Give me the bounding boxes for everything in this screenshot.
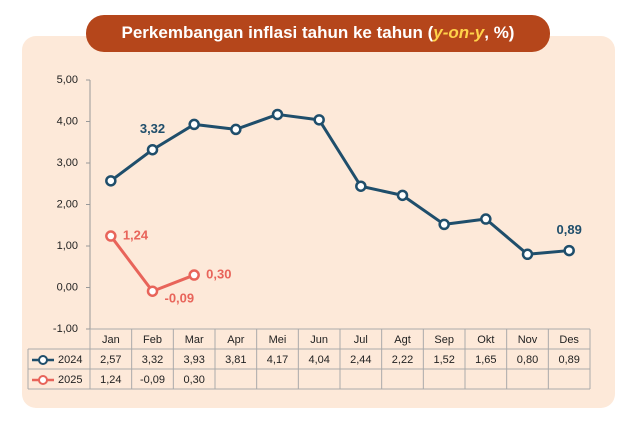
point: [188, 118, 200, 131]
table-cell: 3,81: [225, 354, 246, 366]
y-tick-label: 2,00: [57, 198, 78, 210]
title-pill: [86, 15, 550, 52]
data-label: 0,30: [206, 266, 231, 281]
table-cell: 0,89: [558, 354, 579, 366]
point: [480, 213, 492, 225]
x-tick-label: Jul: [354, 334, 368, 346]
table-cell: 4,17: [267, 354, 288, 366]
table-cell: 1,52: [433, 354, 454, 366]
title-part: y-on-y: [432, 23, 486, 42]
y-tick-label: 1,00: [57, 240, 78, 252]
x-tick-label: Apr: [227, 334, 244, 346]
chart-title: Perkembangan inflasi tahun ke tahun (y-o…: [122, 23, 515, 42]
legend-label: 2025: [58, 374, 82, 386]
legend-marker: [38, 375, 48, 385]
point: [355, 180, 367, 192]
x-tick-label: Nov: [518, 334, 538, 346]
panel: [22, 36, 615, 408]
table-cell: 0,80: [517, 354, 538, 366]
point: [521, 248, 534, 261]
table-cell: 2,57: [100, 354, 121, 366]
table-cell: 3,93: [183, 354, 204, 366]
table-cell: 4,04: [308, 354, 329, 366]
x-tick-label: Jun: [310, 334, 328, 346]
title-part: Perkembangan inflasi tahun ke tahun (: [122, 23, 434, 42]
point: [146, 285, 159, 297]
table-cell: 2,22: [392, 354, 413, 366]
point: [563, 244, 575, 257]
point: [271, 108, 284, 121]
table-cell: 1,24: [100, 374, 121, 386]
data-label: 3,32: [140, 121, 165, 136]
point: [230, 123, 242, 136]
y-tick-label: 4,00: [57, 115, 78, 127]
x-tick-label: Feb: [143, 334, 162, 346]
x-tick-label: Des: [559, 334, 579, 346]
table-cell: 2,44: [350, 354, 371, 366]
point: [105, 230, 117, 242]
title-part: , %): [484, 23, 514, 42]
point: [396, 189, 409, 202]
table-cell: 0,30: [183, 374, 204, 386]
y-tick-label: 5,00: [57, 74, 78, 86]
point: [146, 143, 159, 156]
table-cell: -0,09: [140, 374, 165, 386]
x-tick-label: Okt: [477, 334, 494, 346]
legend-label: 2024: [58, 354, 82, 366]
x-tick-label: Jan: [102, 334, 120, 346]
point: [313, 114, 325, 126]
point: [438, 218, 450, 231]
point: [188, 269, 200, 281]
data-label: 0,89: [557, 222, 582, 237]
point: [105, 175, 117, 187]
x-tick-label: Sep: [434, 334, 454, 346]
table-cell: 3,32: [142, 354, 163, 366]
y-tick-label: 3,00: [57, 157, 78, 169]
x-tick-label: Agt: [394, 334, 411, 346]
data-label: -0,09: [165, 291, 195, 306]
table-cell: 1,65: [475, 354, 496, 366]
x-tick-label: Mar: [185, 334, 204, 346]
data-label: 1,24: [123, 227, 149, 242]
x-tick-label: Mei: [269, 334, 287, 346]
y-tick-label: -1,00: [53, 323, 78, 335]
legend-marker: [38, 355, 48, 365]
series-line: [109, 112, 570, 256]
y-tick-label: 0,00: [57, 281, 78, 293]
